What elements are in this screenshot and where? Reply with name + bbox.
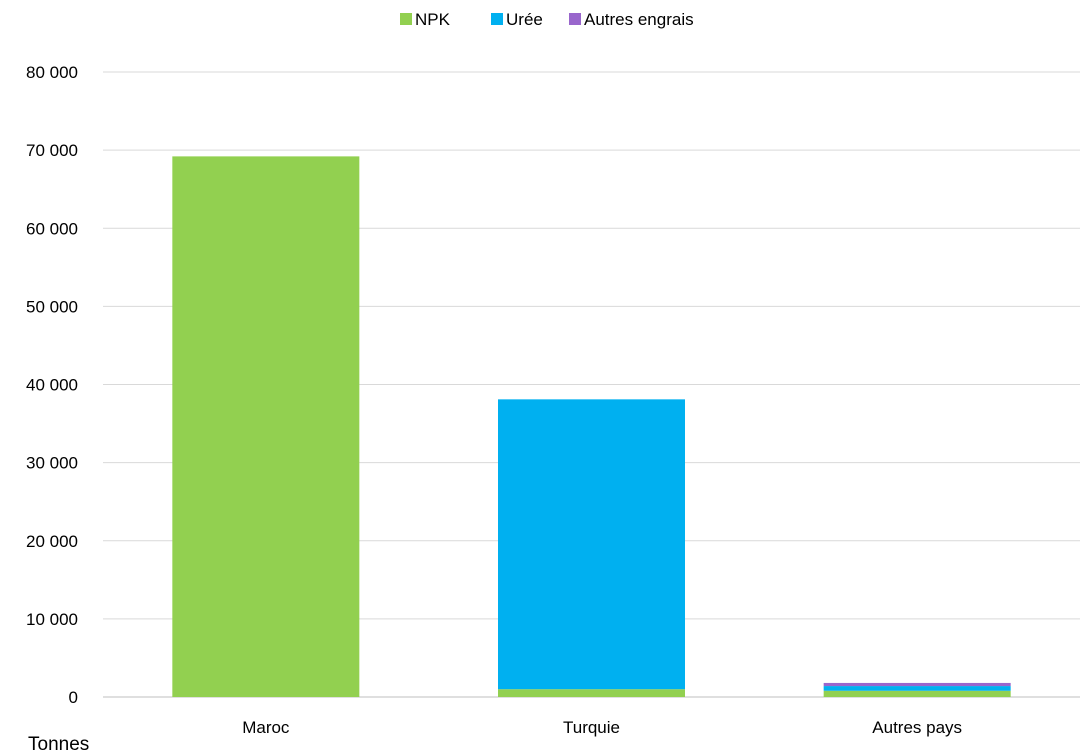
y-tick-label: 30 000: [26, 454, 78, 473]
y-axis-unit-label: Tonnes: [28, 734, 89, 751]
x-category-label: Turquie: [563, 718, 620, 737]
bar-ur-e-turquie: [498, 399, 685, 690]
legend: NPK Urée Autres engrais: [400, 10, 694, 29]
y-tick-label: 80 000: [26, 63, 78, 82]
y-tick-label: 70 000: [26, 141, 78, 160]
y-tick-label: 40 000: [26, 376, 78, 395]
bar-npk-turquie: [498, 689, 685, 697]
legend-swatch: [491, 13, 503, 25]
y-tick-label: 20 000: [26, 532, 78, 551]
x-axis-labels: Maroc Turquie Autres pays: [242, 718, 962, 737]
bar-npk-autres-pays: [823, 690, 1011, 697]
y-tick-label: 60 000: [26, 219, 78, 238]
y-tick-label: 50 000: [26, 297, 78, 316]
legend-swatch: [400, 13, 412, 25]
x-category-label: Maroc: [242, 718, 290, 737]
y-tick-label: 10 000: [26, 610, 78, 629]
legend-label: Autres engrais: [584, 10, 694, 29]
bar-ur-e-autres-pays: [823, 686, 1011, 691]
legend-label: Urée: [506, 10, 543, 29]
legend-label: NPK: [415, 10, 451, 29]
y-axis-ticks: 0 10 000 20 000 30 000 40 000 50 000 60 000 70 …: [26, 63, 78, 707]
bar-npk-maroc: [172, 156, 360, 697]
y-tick-label: 0: [69, 688, 78, 707]
x-category-label: Autres pays: [872, 718, 962, 737]
bar-autres-engrais-autres-pays: [823, 682, 1011, 687]
bars: [172, 156, 1011, 697]
legend-swatch: [569, 13, 581, 25]
